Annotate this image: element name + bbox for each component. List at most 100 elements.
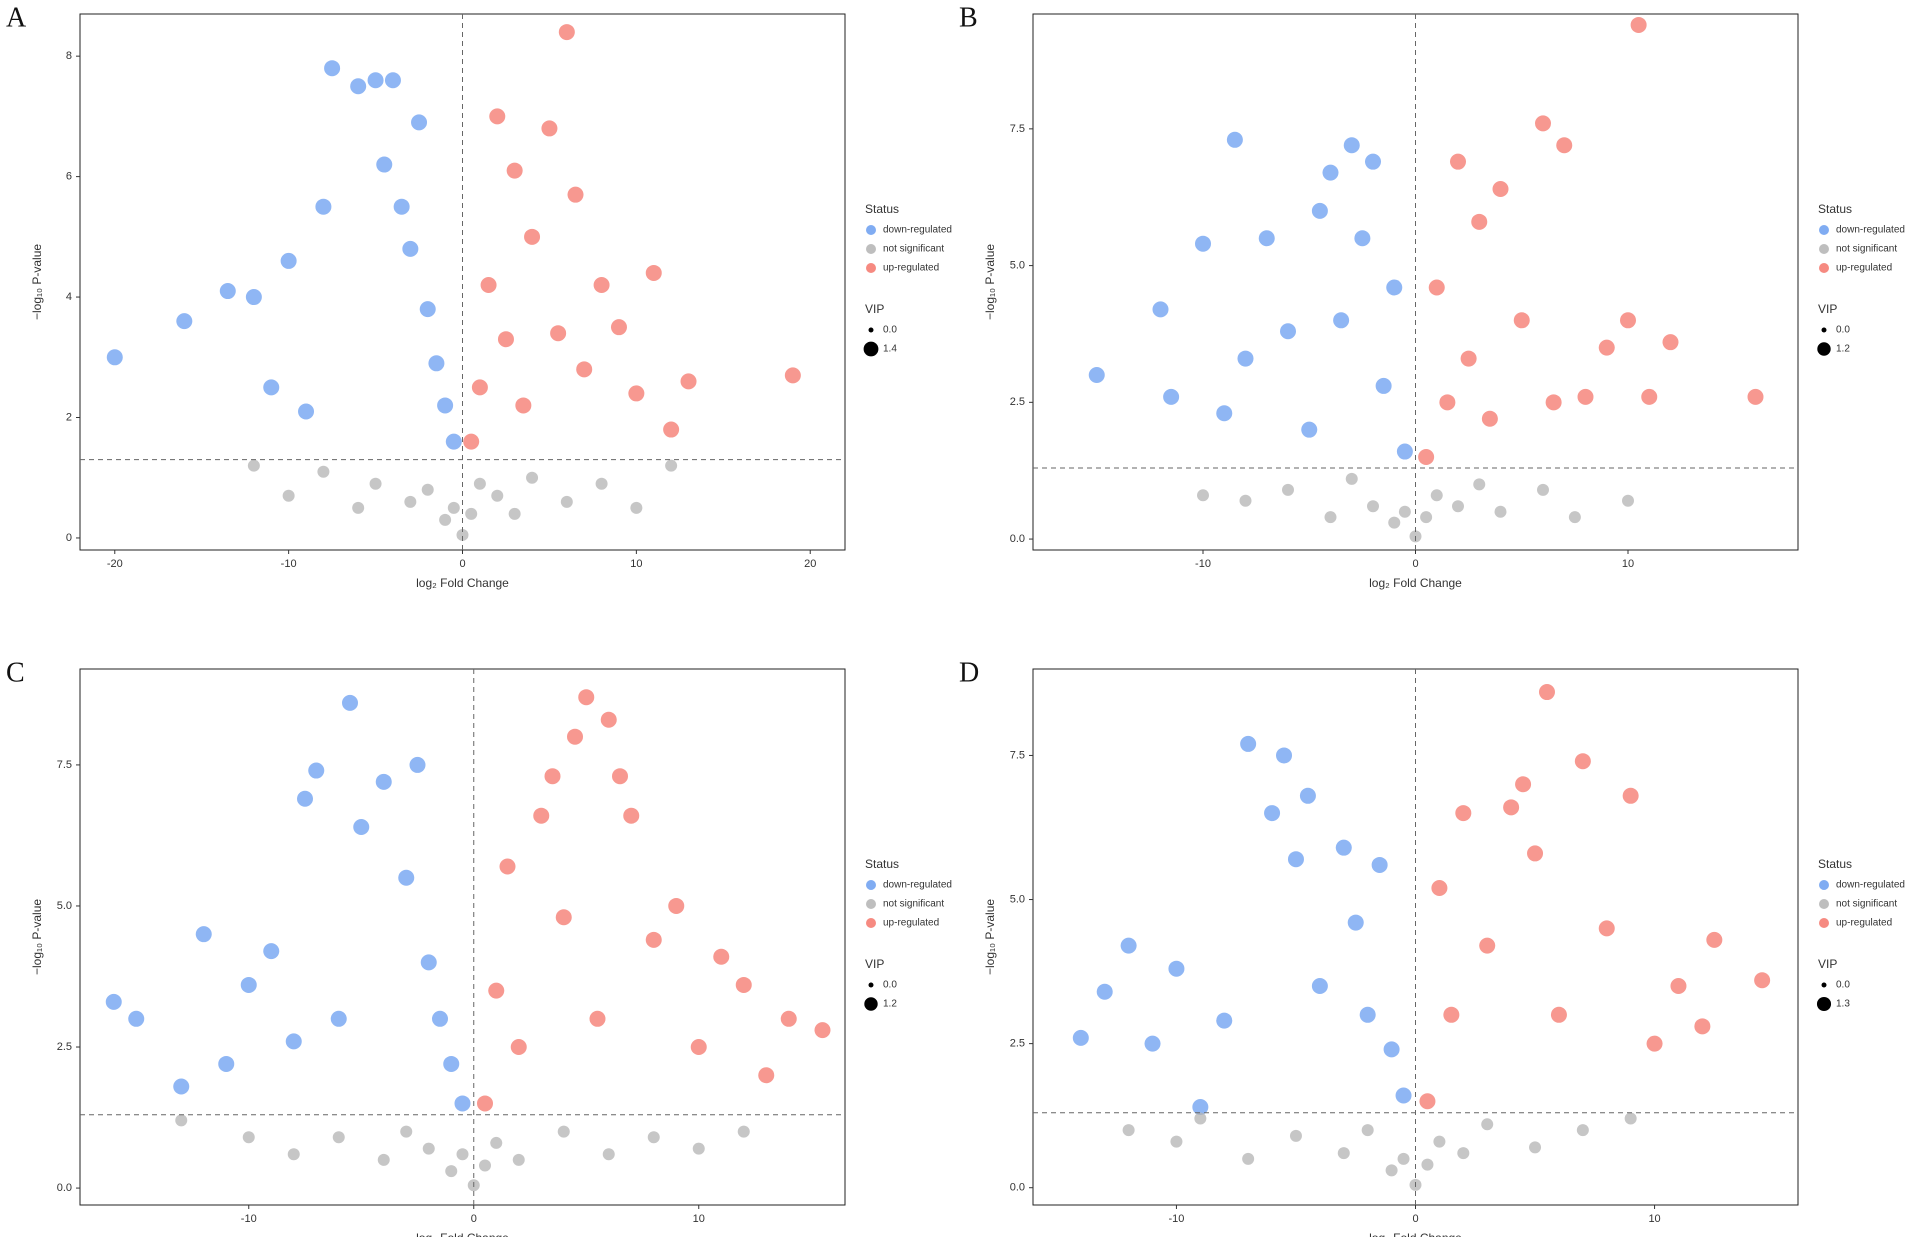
point (1503, 799, 1520, 816)
y-tick-label: 6 (66, 171, 72, 183)
point (1439, 394, 1456, 411)
point (1550, 1006, 1567, 1023)
panel: B -10 0 10 0.0 2.5 5.0 7.5 log₂ Fold Change −log₁… (959, 2, 1905, 590)
legend-swatch (866, 899, 876, 909)
size-swatch (868, 327, 874, 333)
x-tick-label: -20 (107, 558, 123, 570)
point (593, 277, 610, 294)
size-legend-label: 0.0 (883, 325, 897, 336)
point (420, 954, 437, 971)
point (175, 1114, 188, 1127)
point (1419, 1093, 1436, 1110)
point (1237, 350, 1254, 367)
point (1473, 478, 1486, 491)
point (1747, 388, 1764, 405)
point (1385, 1164, 1398, 1177)
point (645, 264, 662, 281)
point (558, 24, 575, 41)
point (692, 1142, 705, 1155)
y-tick-label: 7.5 (1010, 749, 1025, 761)
point (1239, 494, 1252, 507)
legend-swatch (1819, 880, 1829, 890)
point (352, 501, 365, 514)
point (589, 1010, 606, 1027)
legend-label: not significant (883, 899, 944, 910)
point (1240, 735, 1257, 752)
y-tick-label: 0 (66, 532, 72, 544)
point (645, 931, 662, 948)
point (1345, 472, 1358, 485)
point (506, 162, 523, 179)
legend-swatch (1819, 918, 1829, 928)
point (439, 513, 452, 526)
point (508, 507, 521, 520)
panel-label: D (959, 657, 979, 688)
point (499, 858, 516, 875)
point (479, 1159, 491, 1172)
point (1120, 937, 1137, 954)
point (400, 1125, 413, 1138)
point (1388, 516, 1401, 529)
point (1537, 483, 1549, 496)
point (544, 768, 561, 785)
point (454, 1095, 471, 1112)
point (219, 283, 236, 300)
x-tick-label: 20 (804, 558, 816, 570)
point (324, 60, 341, 77)
point (297, 790, 313, 807)
size-legend-title: VIP (865, 302, 884, 316)
point (445, 433, 462, 450)
point (533, 807, 550, 824)
point (1361, 1124, 1374, 1137)
point (1624, 1112, 1637, 1125)
point (1568, 511, 1581, 524)
legend-title: Status (865, 857, 899, 871)
point (713, 948, 730, 965)
point (298, 403, 315, 420)
point (497, 331, 514, 348)
point (630, 501, 643, 514)
size-swatch (863, 341, 879, 357)
point (1144, 1035, 1161, 1052)
point (526, 471, 539, 484)
point (473, 477, 486, 490)
point (1529, 1141, 1542, 1154)
point (384, 72, 401, 89)
point (488, 982, 505, 999)
point (218, 1055, 235, 1072)
point (595, 477, 608, 490)
point (602, 1148, 615, 1161)
x-tick-label: 10 (1622, 558, 1634, 570)
point (376, 156, 393, 173)
point (463, 433, 480, 450)
legend-label: up-regulated (1836, 263, 1892, 274)
point (456, 1148, 469, 1161)
legend-swatch (1819, 244, 1829, 254)
point (128, 1010, 145, 1027)
point (1216, 405, 1233, 422)
legend-label: not significant (883, 244, 944, 255)
point (106, 349, 123, 366)
point (1354, 230, 1371, 247)
point (1662, 334, 1679, 351)
point (1598, 339, 1615, 356)
point (1195, 235, 1211, 252)
y-tick-label: 0.0 (57, 1182, 72, 1194)
point (1343, 137, 1360, 154)
panel: C -10 0 10 0.0 2.5 5.0 7.5 log₂ Fold Change −log₁… (6, 657, 952, 1237)
point (784, 367, 801, 384)
legend-label: up-regulated (883, 918, 939, 929)
x-axis-label: log₂ Fold Change (1369, 576, 1462, 590)
y-tick-label: 2.5 (57, 1041, 72, 1053)
point (432, 1010, 448, 1027)
point (422, 1142, 435, 1155)
size-legend-title: VIP (865, 957, 884, 971)
x-tick-label: 0 (1412, 558, 1418, 570)
point (402, 240, 419, 257)
size-swatch (1821, 982, 1827, 988)
point (665, 459, 678, 472)
point (419, 301, 436, 318)
y-tick-label: 5.0 (1010, 259, 1025, 271)
point (411, 114, 428, 131)
point (263, 943, 280, 960)
